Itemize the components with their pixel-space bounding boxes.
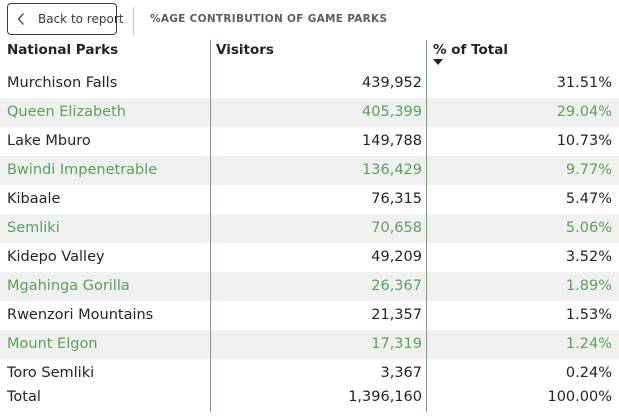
table-row[interactable]: Murchison Falls 439,952 31.51% [0,69,619,98]
header-pct-of-total[interactable]: % of Total [433,42,508,58]
table-row[interactable]: Bwindi Impenetrable 136,429 9.77% [0,156,619,185]
visitors-cell: 26,367 [371,278,422,294]
pct-of-total-cell: 3.52% [565,249,612,265]
top-bar: Back to report %AGE CONTRIBUTION OF GAME… [0,0,619,40]
pct-of-total-cell: 29.04% [556,104,612,120]
pct-of-total-cell: 5.47% [565,191,612,207]
park-name-cell: Kibaale [7,191,61,207]
pct-of-total-cell: 1.89% [565,278,612,294]
visitors-cell: 405,399 [362,104,422,120]
table-row[interactable]: Queen Elizabeth 405,399 29.04% [0,98,619,127]
pct-of-total-cell: 10.73% [556,133,612,149]
park-name-cell: Toro Semliki [7,365,95,381]
total-pct: 100.00% [547,389,612,405]
header-national-parks[interactable]: National Parks [7,42,119,58]
back-button-label: Back to report [38,12,124,26]
table-row[interactable]: Semliki 70,658 5.06% [0,214,619,243]
table-header: National Parks Visitors % of Total [0,40,619,68]
header-visitors[interactable]: Visitors [216,42,274,58]
visitors-cell: 149,788 [362,133,422,149]
park-name-cell: Rwenzori Mountains [7,307,154,323]
total-visitors: 1,396,160 [348,389,422,405]
visitors-cell: 3,367 [380,365,422,381]
park-name-cell: Murchison Falls [7,75,118,91]
visitors-cell: 21,357 [371,307,422,323]
table-row[interactable]: Rwenzori Mountains 21,357 1.53% [0,301,619,330]
sort-descending-icon[interactable] [433,59,443,66]
column-divider [210,40,211,412]
table-row[interactable]: Mount Elgon 17,319 1.24% [0,330,619,359]
toolbar-divider [133,7,134,35]
pct-of-total-cell: 9.77% [565,162,612,178]
visitors-cell: 49,209 [371,249,422,265]
visitors-cell: 439,952 [362,75,422,91]
visitors-cell: 136,429 [362,162,422,178]
pct-of-total-cell: 1.24% [565,336,612,352]
pct-of-total-cell: 5.06% [565,220,612,236]
park-name-cell: Lake Mburo [7,133,91,149]
table-row[interactable]: Toro Semliki 3,367 0.24% [0,359,619,388]
pct-of-total-cell: 1.53% [565,307,612,323]
page-title: %AGE CONTRIBUTION OF GAME PARKS [150,13,388,25]
visitors-cell: 17,319 [371,336,422,352]
total-label: Total [7,389,41,405]
park-name-cell: Semliki [7,220,60,236]
park-name-cell: Mgahinga Gorilla [7,278,130,294]
back-to-report-button[interactable]: Back to report [7,3,123,35]
visitors-cell: 76,315 [371,191,422,207]
table-row[interactable]: Lake Mburo 149,788 10.73% [0,127,619,156]
table-row[interactable]: Kibaale 76,315 5.47% [0,185,619,214]
visitors-cell: 70,658 [371,220,422,236]
pct-of-total-cell: 0.24% [565,365,612,381]
park-name-cell: Queen Elizabeth [7,104,126,120]
pct-of-total-cell: 31.51% [556,75,612,91]
column-divider [426,40,427,412]
table-row[interactable]: Kidepo Valley 49,209 3.52% [0,243,619,272]
park-name-cell: Bwindi Impenetrable [7,162,158,178]
chevron-left-icon [17,13,24,25]
park-name-cell: Kidepo Valley [7,249,105,265]
total-row: Total 1,396,160 100.00% [0,387,619,411]
park-name-cell: Mount Elgon [7,336,98,352]
table-row[interactable]: Mgahinga Gorilla 26,367 1.89% [0,272,619,301]
